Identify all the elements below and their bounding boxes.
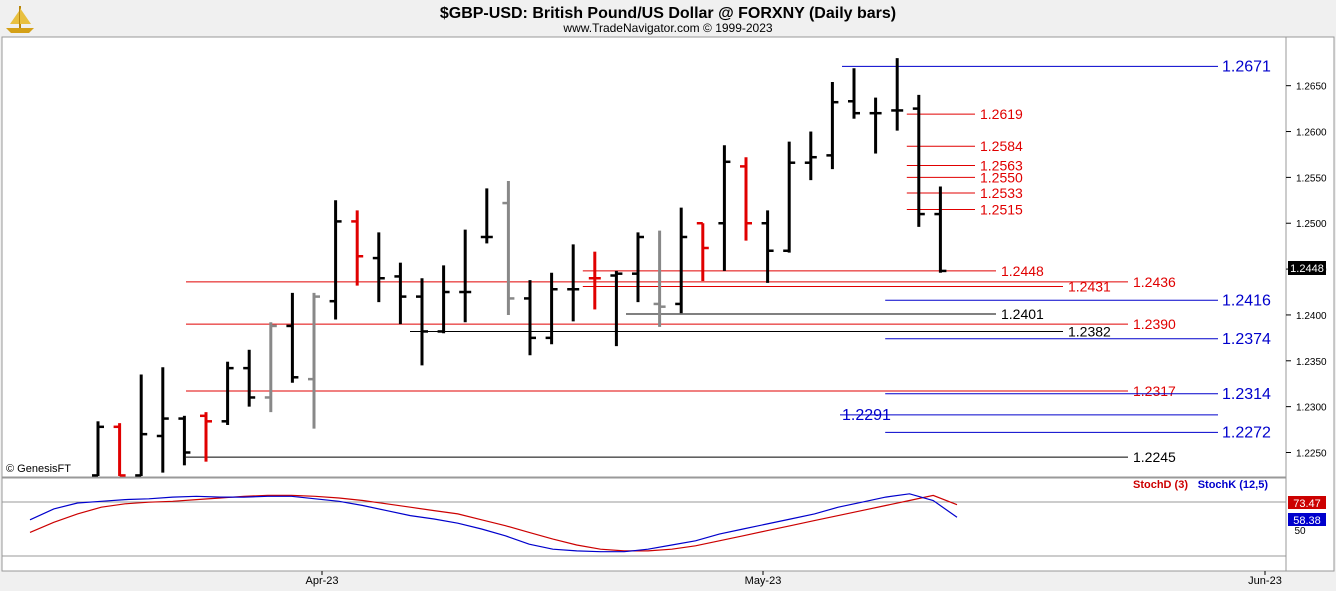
ohlc-bar bbox=[653, 230, 666, 327]
ohlc-bar bbox=[848, 68, 860, 119]
ohlc-bar bbox=[869, 97, 882, 154]
level-label: 1.2448 bbox=[1001, 263, 1044, 279]
price-panel[interactable] bbox=[1, 36, 1287, 478]
level-label: 1.2374 bbox=[1222, 331, 1271, 348]
chart-title: $GBP-USD: British Pound/US Dollar @ FORX… bbox=[440, 5, 896, 22]
legend-stoch-d: StochD (3) bbox=[1133, 479, 1188, 491]
ohlc-bar bbox=[610, 270, 623, 347]
watermark: © GenesisFT bbox=[6, 463, 71, 475]
level-label: 1.2619 bbox=[980, 106, 1023, 122]
level-label: 1.2533 bbox=[980, 185, 1023, 201]
ohlc-bar bbox=[200, 412, 212, 462]
ohlc-bar bbox=[416, 278, 428, 366]
level-label: 1.2550 bbox=[980, 169, 1023, 185]
ohlc-bar bbox=[696, 221, 709, 282]
stochastic-panel[interactable] bbox=[1, 477, 1287, 572]
level-label: 1.2272 bbox=[1222, 424, 1271, 441]
ohlc-bar bbox=[783, 141, 796, 253]
x-tick-label: May-23 bbox=[745, 575, 782, 587]
x-tick-label: Apr-23 bbox=[305, 575, 338, 587]
level-label: 1.2390 bbox=[1133, 316, 1176, 332]
level-label: 1.2382 bbox=[1068, 323, 1111, 339]
stoch-axis-tick: 50 bbox=[1294, 526, 1306, 537]
price-axis-panel bbox=[1285, 36, 1335, 572]
last-price-label: 1.2448 bbox=[1290, 263, 1324, 275]
y-tick-label: 1.2300 bbox=[1296, 403, 1327, 414]
ohlc-bar bbox=[480, 188, 493, 244]
level-label: 1.2515 bbox=[980, 201, 1023, 217]
stoch-d-value: 73.47 bbox=[1293, 498, 1321, 510]
y-tick-label: 1.2250 bbox=[1296, 448, 1327, 459]
stoch-k-tag bbox=[1288, 513, 1326, 526]
y-tick-label: 1.2350 bbox=[1296, 357, 1327, 368]
ohlc-bar bbox=[372, 232, 385, 303]
ship-anchor-logo-icon bbox=[6, 6, 34, 33]
legend-stoch-k: StochK (12,5) bbox=[1198, 479, 1269, 491]
ohlc-bar bbox=[243, 349, 256, 407]
level-label: 1.2245 bbox=[1133, 449, 1176, 465]
level-label: 1.2563 bbox=[980, 157, 1023, 173]
y-tick-label: 1.2550 bbox=[1296, 173, 1327, 184]
ohlc-bar bbox=[308, 292, 320, 429]
stoch-d-tag bbox=[1288, 496, 1326, 509]
ohlc-bar bbox=[740, 157, 752, 241]
ohlc-bar bbox=[113, 423, 126, 477]
level-label: 1.2314 bbox=[1222, 386, 1271, 403]
ohlc-bar bbox=[632, 232, 644, 303]
y-tick-label: 1.2600 bbox=[1296, 128, 1327, 139]
ohlc-bar bbox=[891, 58, 904, 131]
level-label: 1.2317 bbox=[1133, 383, 1176, 399]
ohlc-bar bbox=[286, 292, 299, 383]
ohlc-bar bbox=[761, 210, 774, 283]
y-tick-label: 1.2400 bbox=[1296, 311, 1327, 322]
ohlc-bar bbox=[92, 421, 104, 477]
ohlc-bar bbox=[804, 131, 817, 181]
ohlc-bar bbox=[675, 207, 688, 314]
ohlc-bar bbox=[264, 322, 277, 413]
ohlc-bar bbox=[567, 244, 580, 322]
level-label: 1.2401 bbox=[1001, 306, 1044, 322]
ohlc-bar bbox=[524, 280, 536, 356]
stoch-d-line bbox=[29, 494, 958, 552]
x-tick-label: Jun-23 bbox=[1248, 575, 1282, 587]
ohlc-bar bbox=[135, 374, 148, 477]
level-label: 1.2431 bbox=[1068, 279, 1111, 295]
ohlc-bar bbox=[934, 186, 947, 273]
ohlc-bar bbox=[351, 210, 364, 286]
ohlc-bar bbox=[588, 251, 601, 310]
ohlc-bar bbox=[329, 200, 342, 320]
ohlc-bar bbox=[718, 145, 731, 271]
ohlc-bar bbox=[459, 229, 472, 323]
y-tick-label: 1.2650 bbox=[1296, 82, 1327, 93]
ohlc-bar bbox=[545, 272, 558, 345]
ohlc-bar bbox=[394, 262, 407, 325]
ohlc-bar bbox=[826, 82, 839, 170]
level-label: 1.2291 bbox=[842, 407, 891, 424]
ohlc-bar bbox=[502, 181, 515, 315]
level-label: 1.2671 bbox=[1222, 58, 1271, 75]
level-label: 1.2416 bbox=[1222, 292, 1271, 309]
level-label: 1.2584 bbox=[980, 138, 1023, 154]
ohlc-bar bbox=[437, 265, 450, 334]
ohlc-bar bbox=[912, 94, 925, 227]
ohlc-bar bbox=[178, 415, 191, 466]
ohlc-bar bbox=[156, 367, 169, 473]
last-price-tag bbox=[1288, 261, 1326, 275]
ohlc-bar bbox=[221, 361, 234, 425]
stoch-k-value: 58.38 bbox=[1293, 515, 1321, 527]
chart-subtitle: www.TradeNavigator.com © 1999-2023 bbox=[562, 21, 772, 35]
level-label: 1.2436 bbox=[1133, 274, 1176, 290]
stoch-k-line bbox=[29, 493, 958, 553]
y-tick-label: 1.2500 bbox=[1296, 219, 1327, 230]
